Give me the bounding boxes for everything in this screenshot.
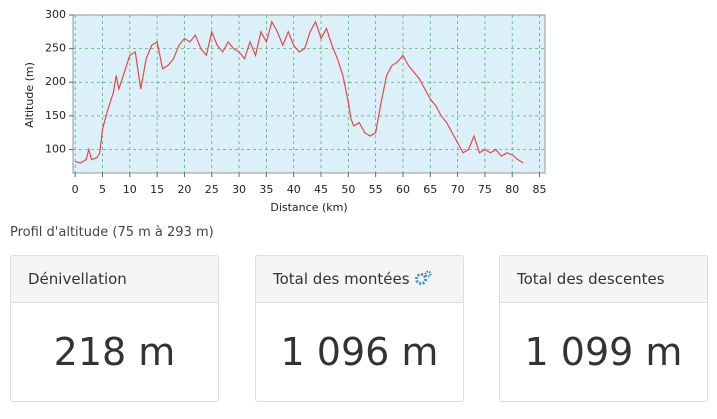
x-tick-label: 35 (259, 183, 273, 196)
x-tick-label: 0 (72, 183, 79, 196)
card-label: Dénivellation (11, 256, 218, 303)
x-tick-label: 15 (150, 183, 164, 196)
y-tick-label: 300 (45, 8, 66, 21)
x-tick-label: 75 (478, 183, 492, 196)
caption: Profil d'altitude (75 m à 293 m) (10, 225, 214, 240)
y-tick-label: 100 (45, 142, 66, 155)
x-tick-label: 65 (423, 183, 437, 196)
card-value: 218 m (53, 330, 176, 374)
card-label: Total des montées (273, 270, 410, 288)
x-tick-label: 40 (287, 183, 301, 196)
x-tick-label: 55 (369, 183, 383, 196)
y-tick-label: 150 (45, 109, 66, 122)
card-header: Total des montées (256, 256, 463, 303)
card: Total des descentes 1 099 m (499, 255, 708, 402)
plot-background (72, 14, 546, 174)
card-value: 1 099 m (524, 330, 683, 374)
y-tick-label: 250 (45, 42, 66, 55)
x-tick-label: 5 (99, 183, 106, 196)
y-tick-label: 200 (45, 75, 66, 88)
x-tick-label: 25 (205, 183, 219, 196)
card: Dénivellation 218 m (10, 255, 219, 402)
x-tick-label: 45 (314, 183, 328, 196)
card: Total des montées 1 096 m (255, 255, 464, 402)
x-tick-label: 50 (341, 183, 355, 196)
x-tick-label: 70 (451, 183, 465, 196)
x-tick-label: 60 (396, 183, 410, 196)
x-tick-label: 85 (533, 183, 547, 196)
y-axis-label: Altitude (m) (23, 62, 36, 128)
x-tick-label: 10 (123, 183, 137, 196)
chart: Distance (km) Altitude (m) 1001502002503… (23, 8, 547, 214)
x-tick-label: 80 (505, 183, 519, 196)
x-axis-label: Distance (km) (270, 201, 347, 214)
x-tick-label: 30 (232, 183, 246, 196)
card-label: Total des descentes (500, 256, 707, 303)
card-value: 1 096 m (280, 330, 439, 374)
elevation-line (75, 20, 524, 164)
settings-icon[interactable] (414, 270, 432, 286)
x-tick-label: 20 (177, 183, 191, 196)
